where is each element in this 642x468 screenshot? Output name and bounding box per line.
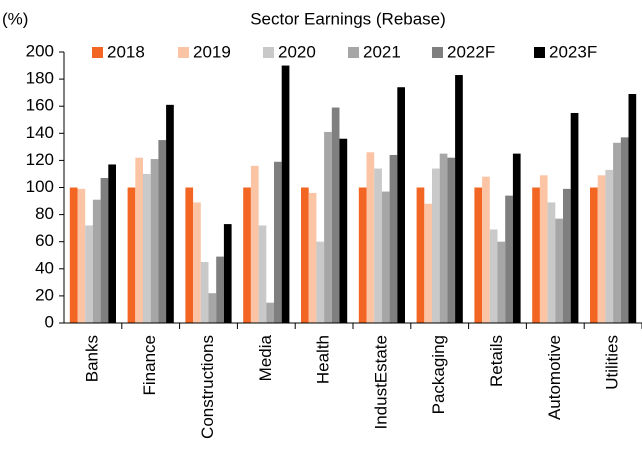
bar bbox=[216, 256, 224, 323]
bar bbox=[555, 218, 563, 323]
bar bbox=[628, 94, 637, 323]
bar bbox=[474, 187, 483, 323]
bar bbox=[77, 188, 86, 323]
legend-label: 2022F bbox=[447, 42, 495, 61]
bar bbox=[223, 224, 232, 323]
bar bbox=[489, 229, 498, 323]
y-tick-label: 160 bbox=[26, 96, 54, 115]
bar bbox=[455, 75, 463, 323]
bar bbox=[266, 302, 274, 323]
bar bbox=[166, 104, 174, 323]
bar bbox=[108, 164, 116, 323]
bar bbox=[331, 107, 340, 324]
y-tick-label: 20 bbox=[35, 285, 54, 304]
bar bbox=[301, 187, 309, 323]
legend-label: 2019 bbox=[193, 42, 231, 61]
bar bbox=[424, 203, 432, 323]
x-tick-label: Constructions bbox=[198, 335, 217, 439]
bar bbox=[389, 154, 398, 323]
bar bbox=[570, 112, 579, 323]
y-tick-label: 100 bbox=[26, 177, 54, 196]
bar bbox=[193, 202, 201, 323]
bar bbox=[605, 169, 614, 323]
bar bbox=[243, 187, 251, 323]
legend-label: 2020 bbox=[278, 42, 316, 61]
bar bbox=[620, 137, 629, 323]
y-tick-label: 200 bbox=[26, 41, 54, 60]
bar bbox=[532, 187, 540, 323]
bar bbox=[316, 241, 325, 323]
y-tick-label: 0 bbox=[45, 312, 54, 331]
y-axis-label: (%) bbox=[2, 9, 28, 28]
x-tick-label: Media bbox=[256, 334, 275, 381]
bar bbox=[274, 161, 282, 323]
bar bbox=[597, 175, 606, 323]
bar bbox=[512, 153, 521, 323]
bar bbox=[374, 168, 382, 323]
bar bbox=[366, 152, 375, 323]
bar bbox=[143, 173, 151, 323]
bar bbox=[439, 153, 448, 323]
bar bbox=[127, 187, 136, 323]
bar bbox=[416, 187, 425, 323]
y-tick-label: 120 bbox=[26, 150, 54, 169]
x-tick-label: Finance bbox=[140, 335, 159, 395]
legend-label: 2021 bbox=[363, 42, 401, 61]
bar bbox=[339, 138, 348, 323]
bar bbox=[100, 178, 109, 323]
bar bbox=[281, 65, 290, 324]
bar bbox=[258, 225, 267, 323]
x-tick-label: Automotive bbox=[545, 335, 564, 420]
legend-swatch bbox=[348, 47, 359, 58]
bar bbox=[92, 199, 101, 323]
bar bbox=[432, 168, 440, 323]
x-tick-label: IndustEstate bbox=[371, 335, 390, 430]
chart-title: Sector Earnings (Rebase) bbox=[250, 9, 446, 28]
bar bbox=[69, 187, 78, 323]
y-tick-label: 180 bbox=[26, 69, 54, 88]
bar bbox=[381, 191, 390, 323]
bar bbox=[613, 142, 621, 323]
y-tick-label: 140 bbox=[26, 123, 54, 142]
bar bbox=[200, 262, 209, 323]
legend-swatch bbox=[534, 47, 545, 58]
legend-swatch bbox=[432, 47, 443, 58]
bar bbox=[539, 175, 548, 323]
y-tick-label: 40 bbox=[35, 258, 54, 277]
bar bbox=[497, 241, 506, 323]
bar bbox=[358, 187, 367, 323]
x-tick-label: Retails bbox=[487, 335, 506, 387]
bar bbox=[250, 165, 259, 323]
bar bbox=[563, 188, 571, 323]
bar bbox=[135, 157, 143, 323]
x-tick-label: Banks bbox=[82, 335, 101, 382]
legend-swatch bbox=[92, 47, 103, 58]
y-tick-label: 60 bbox=[35, 231, 54, 250]
bar bbox=[308, 192, 317, 323]
legend-label: 2023F bbox=[549, 42, 597, 61]
bar bbox=[547, 202, 556, 323]
y-tick-label: 80 bbox=[35, 204, 54, 223]
legend-label: 2018 bbox=[107, 42, 145, 61]
bar bbox=[85, 225, 93, 323]
bar bbox=[158, 140, 167, 323]
legend-swatch bbox=[263, 47, 274, 58]
x-tick-label: Utilities bbox=[603, 335, 622, 390]
bar bbox=[150, 159, 159, 323]
bar bbox=[397, 87, 405, 323]
x-tick-label: Health bbox=[314, 335, 333, 384]
x-tick-label: Packaging bbox=[429, 335, 448, 414]
bar bbox=[505, 195, 513, 323]
bar bbox=[590, 187, 598, 323]
legend-swatch bbox=[178, 47, 189, 58]
bar bbox=[447, 157, 456, 323]
bar bbox=[324, 131, 332, 323]
bar bbox=[208, 293, 217, 323]
bar bbox=[482, 176, 490, 323]
bar bbox=[185, 187, 194, 323]
